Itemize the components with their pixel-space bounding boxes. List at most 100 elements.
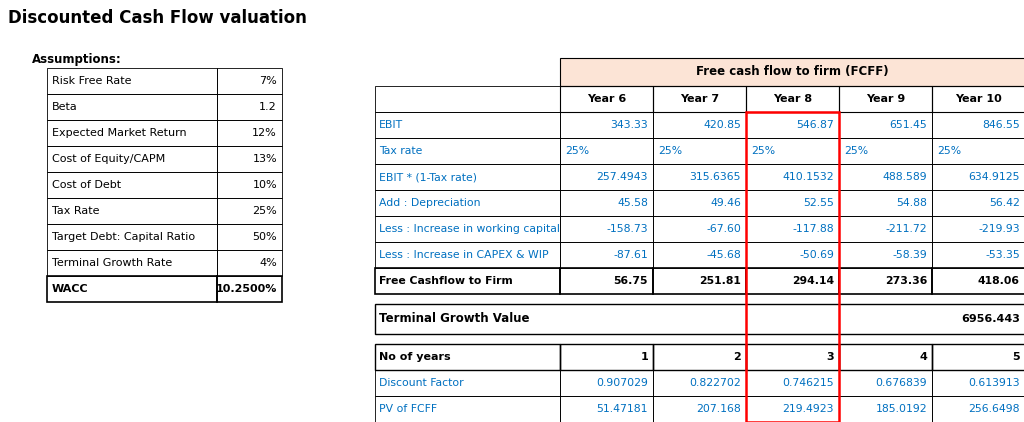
Text: Year 10: Year 10	[955, 94, 1001, 104]
Text: 207.168: 207.168	[696, 404, 741, 414]
Text: 0.907029: 0.907029	[596, 378, 648, 388]
Bar	[746, 268, 839, 294]
Bar	[560, 268, 653, 294]
Bar	[653, 216, 746, 242]
Bar	[217, 276, 282, 302]
Text: 50%: 50%	[252, 232, 278, 242]
Text: EBIT * (1-Tax rate): EBIT * (1-Tax rate)	[379, 172, 477, 182]
Bar	[653, 190, 746, 216]
Bar	[653, 112, 746, 138]
Text: Year 8: Year 8	[773, 94, 812, 104]
Bar	[932, 242, 1024, 268]
Bar	[746, 164, 839, 190]
Text: Target Debt: Capital Ratio: Target Debt: Capital Ratio	[52, 232, 196, 242]
Text: -67.60: -67.60	[707, 224, 741, 234]
Text: Discounted Cash Flow valuation: Discounted Cash Flow valuation	[8, 9, 307, 27]
Text: 25%: 25%	[937, 146, 962, 156]
Bar	[839, 216, 932, 242]
Bar	[932, 86, 1024, 112]
Text: Terminal Growth Rate: Terminal Growth Rate	[52, 258, 172, 268]
Text: Cost of Debt: Cost of Debt	[52, 180, 121, 190]
Text: 12%: 12%	[252, 128, 278, 138]
Bar	[47, 94, 217, 120]
Text: -58.39: -58.39	[892, 250, 927, 260]
Text: -45.68: -45.68	[707, 250, 741, 260]
Text: 0.822702: 0.822702	[689, 378, 741, 388]
Bar	[839, 112, 932, 138]
Text: 634.9125: 634.9125	[969, 172, 1020, 182]
Bar	[932, 138, 1024, 164]
Text: 315.6365: 315.6365	[689, 172, 741, 182]
Bar	[375, 304, 1024, 334]
Text: 219.4923: 219.4923	[782, 404, 834, 414]
Text: -50.69: -50.69	[799, 250, 834, 260]
Bar	[746, 242, 839, 268]
Text: Risk Free Rate: Risk Free Rate	[52, 76, 131, 86]
Bar	[560, 396, 653, 422]
Bar	[375, 164, 560, 190]
Bar	[560, 58, 1024, 86]
Text: 2: 2	[733, 352, 741, 362]
Bar	[47, 276, 217, 302]
Text: PV of FCFF: PV of FCFF	[379, 404, 437, 414]
Text: 410.1532: 410.1532	[782, 172, 834, 182]
Text: 1: 1	[640, 352, 648, 362]
Bar	[560, 216, 653, 242]
Bar	[746, 190, 839, 216]
Text: 294.14: 294.14	[792, 276, 834, 286]
Text: -87.61: -87.61	[613, 250, 648, 260]
Bar	[746, 138, 839, 164]
Text: Year 7: Year 7	[680, 94, 719, 104]
Text: 343.33: 343.33	[610, 120, 648, 130]
Bar	[217, 94, 282, 120]
Text: 651.45: 651.45	[889, 120, 927, 130]
Text: Cost of Equity/CAPM: Cost of Equity/CAPM	[52, 154, 165, 164]
Bar	[839, 344, 932, 370]
Text: 251.81: 251.81	[699, 276, 741, 286]
Bar	[932, 112, 1024, 138]
Text: -158.73: -158.73	[606, 224, 648, 234]
Bar	[375, 86, 560, 112]
Bar	[375, 216, 560, 242]
Text: 56.42: 56.42	[989, 198, 1020, 208]
Bar	[839, 396, 932, 422]
Text: 13%: 13%	[252, 154, 278, 164]
Text: -219.93: -219.93	[978, 224, 1020, 234]
Bar	[653, 344, 746, 370]
Bar	[217, 224, 282, 250]
Bar	[560, 58, 1024, 86]
Bar	[560, 138, 653, 164]
Text: 1.2: 1.2	[259, 102, 278, 112]
Text: 0.676839: 0.676839	[876, 378, 927, 388]
Text: 257.4943: 257.4943	[597, 172, 648, 182]
Text: 5: 5	[1013, 352, 1020, 362]
Bar	[375, 370, 560, 396]
Text: Discount Factor: Discount Factor	[379, 378, 464, 388]
Bar	[653, 370, 746, 396]
Text: 4: 4	[920, 352, 927, 362]
Bar	[375, 242, 560, 268]
Text: No of years: No of years	[379, 352, 451, 362]
Text: 418.06: 418.06	[978, 276, 1020, 286]
Bar	[746, 112, 839, 138]
Text: Expected Market Return: Expected Market Return	[52, 128, 186, 138]
Bar	[746, 86, 839, 112]
Bar	[375, 190, 560, 216]
Text: Year 6: Year 6	[587, 94, 626, 104]
Text: 25%: 25%	[252, 206, 278, 216]
Text: -117.88: -117.88	[793, 224, 834, 234]
Bar	[217, 198, 282, 224]
Text: Tax rate: Tax rate	[379, 146, 422, 156]
Text: 10%: 10%	[252, 180, 278, 190]
Text: 420.85: 420.85	[703, 120, 741, 130]
Bar	[932, 216, 1024, 242]
Text: -211.72: -211.72	[886, 224, 927, 234]
Bar	[47, 224, 217, 250]
Text: 49.46: 49.46	[710, 198, 741, 208]
Text: 45.58: 45.58	[617, 198, 648, 208]
Text: 256.6498: 256.6498	[969, 404, 1020, 414]
Bar	[375, 268, 560, 294]
Bar	[839, 138, 932, 164]
Text: Assumptions:: Assumptions:	[32, 54, 122, 67]
Text: -53.35: -53.35	[985, 250, 1020, 260]
